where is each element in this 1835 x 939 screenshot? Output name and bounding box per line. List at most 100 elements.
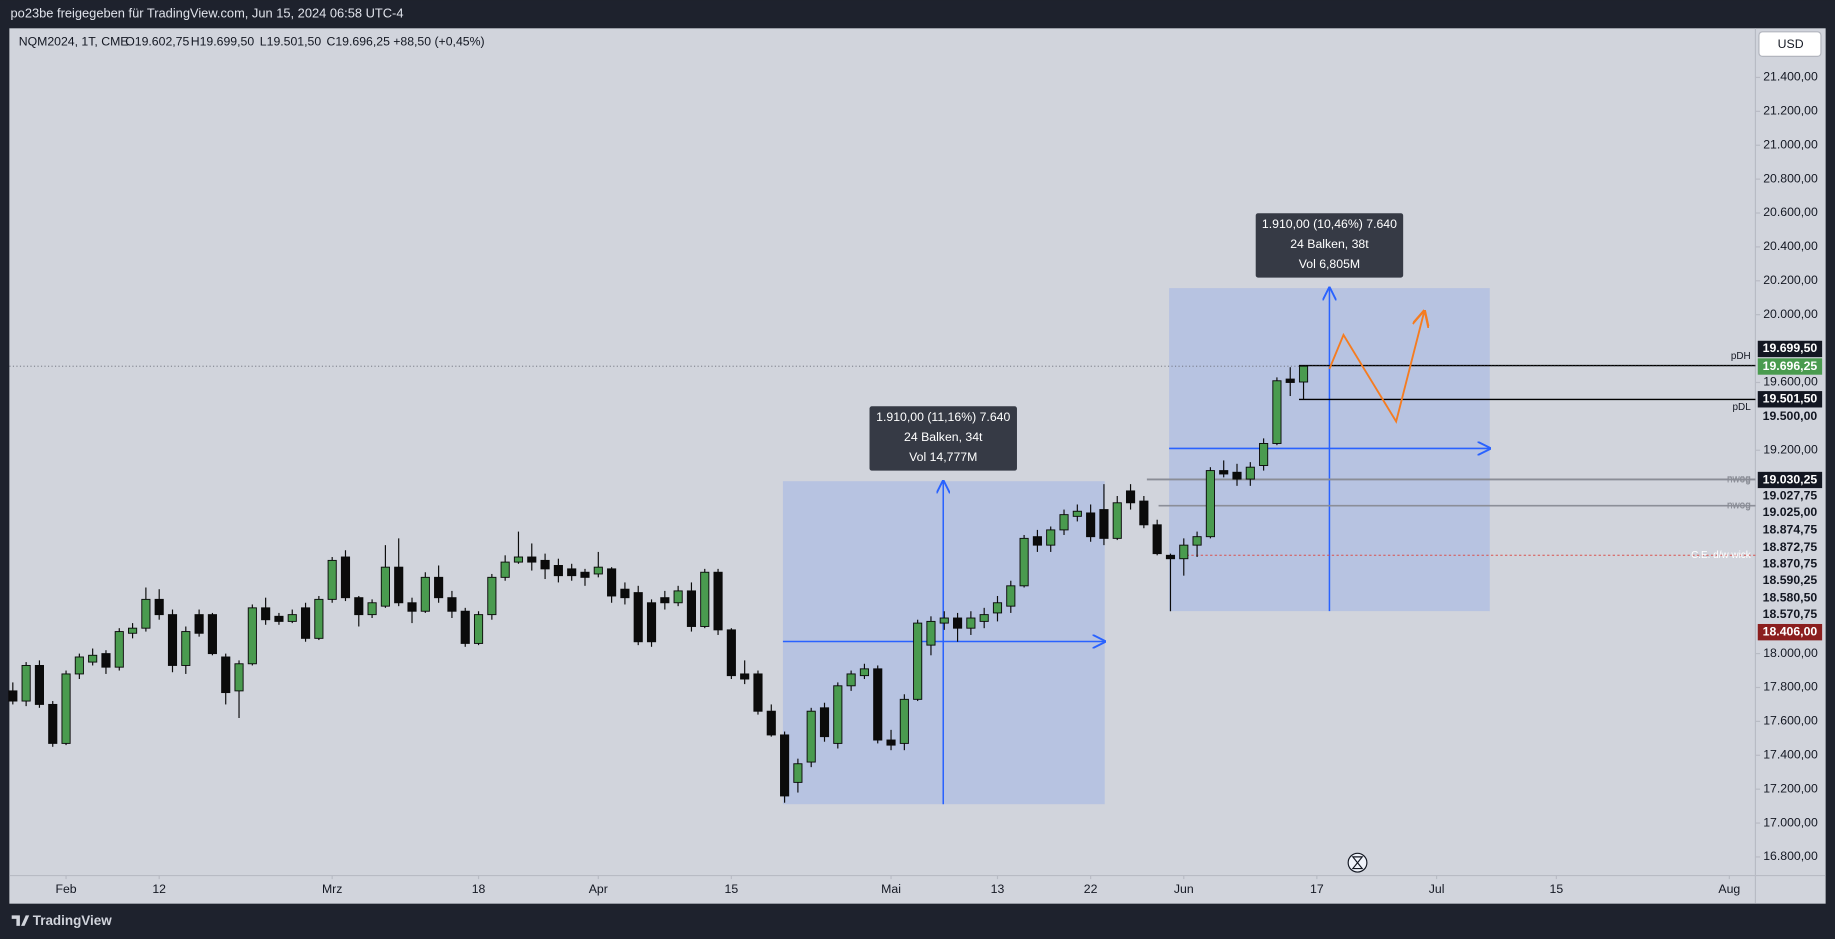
candle-body	[128, 627, 138, 634]
candle-body	[460, 610, 470, 644]
candle-body	[913, 622, 923, 700]
candle-body	[766, 710, 776, 736]
candle-body	[660, 597, 670, 604]
candle-body	[1285, 378, 1295, 383]
candle-body	[1139, 500, 1149, 526]
candle-body	[327, 559, 337, 600]
candle-body	[1219, 470, 1229, 475]
price-label: 18.580,50	[1763, 590, 1818, 604]
candle-body	[261, 607, 271, 621]
candle-body	[567, 568, 577, 577]
candle-body	[1059, 514, 1069, 531]
price-label-box	[1757, 556, 1823, 573]
measure-text: 24 Balken, 34t	[904, 430, 983, 444]
footer-brand: TradingView	[33, 913, 112, 928]
candle-body	[780, 734, 790, 797]
price-label-box	[1757, 606, 1823, 623]
candle-body	[167, 614, 178, 666]
candle-body	[620, 588, 630, 599]
candle-body	[314, 598, 324, 639]
price-label-box	[1757, 391, 1823, 408]
y-tick-label: 17.800,00	[1763, 680, 1818, 694]
price-label-box	[1757, 408, 1823, 426]
header-text: po23be freigegeben für TradingView.com, …	[11, 6, 404, 21]
x-tick-label: 13	[991, 882, 1005, 896]
candle-body	[61, 673, 71, 744]
measure-tooltip	[1255, 213, 1404, 278]
x-tick-label: 17	[1310, 882, 1324, 896]
price-label-box	[1757, 488, 1823, 505]
candle-body	[101, 653, 111, 668]
price-label: 19.699,50	[1763, 341, 1818, 355]
price-label: 18.870,75	[1763, 557, 1818, 571]
x-tick-label: Apr	[589, 882, 608, 896]
measure-tooltip	[869, 406, 1017, 471]
price-label: 19.030,25	[1763, 472, 1818, 486]
candle-body	[487, 576, 497, 616]
candle-body	[354, 597, 364, 616]
price-label-box	[1757, 623, 1823, 641]
candle-body	[966, 617, 976, 629]
candle-body	[1112, 502, 1122, 539]
x-tick-label: Mrz	[322, 882, 342, 896]
measure-text: Vol 6,805M	[1299, 257, 1360, 271]
measure-text: Vol 14,777M	[909, 450, 977, 464]
price-label: 19.500,00	[1763, 409, 1818, 423]
candle-body	[926, 620, 936, 646]
candle-body	[287, 614, 297, 622]
candle-body	[274, 615, 284, 622]
candle-body	[1086, 512, 1096, 538]
x-tick-label: Mai	[881, 882, 901, 896]
y-tick-label: 21.000,00	[1763, 137, 1818, 151]
price-label-box	[1757, 539, 1823, 557]
candle-body	[340, 556, 351, 599]
candle-body	[819, 707, 830, 738]
candle-body	[753, 673, 763, 712]
tv-logo	[11, 915, 30, 926]
candle-body	[873, 668, 883, 741]
x-tick-label: Feb	[55, 882, 76, 896]
candle-body	[181, 631, 191, 666]
level-note: nwog	[1727, 474, 1751, 485]
y-tick-label: 18.000,00	[1763, 646, 1818, 660]
candle-body	[1006, 585, 1016, 607]
currency-button[interactable]	[1758, 31, 1822, 57]
ohlc-value: L19.501,50	[260, 35, 322, 49]
candle-body	[1152, 524, 1162, 555]
candle-body	[1125, 490, 1136, 504]
price-label: 18.872,75	[1763, 540, 1818, 554]
candle-body	[1232, 471, 1242, 480]
candle-body	[394, 566, 404, 604]
candle-body	[540, 559, 550, 570]
y-tick-label: 20.600,00	[1763, 205, 1818, 219]
candle-body	[1072, 510, 1082, 517]
candle-body	[473, 614, 484, 644]
candle-body	[221, 656, 231, 694]
candle-body	[886, 739, 896, 746]
candle-body	[380, 566, 390, 607]
y-tick-label: 20.000,00	[1763, 307, 1818, 321]
candle-body	[141, 598, 151, 629]
y-tick-label: 20.200,00	[1763, 273, 1818, 287]
candle-body	[1032, 536, 1042, 546]
candle-body	[1259, 443, 1269, 466]
x-tick-label: 18	[472, 882, 486, 896]
y-tick-label: 21.400,00	[1763, 70, 1818, 84]
x-tick-label: 15	[1550, 882, 1564, 896]
price-label: 18.590,25	[1763, 573, 1818, 587]
candle-body	[1205, 470, 1215, 538]
candle-body	[553, 565, 563, 577]
candle-body	[899, 698, 909, 744]
candle-body	[593, 566, 603, 575]
y-tick-label: 17.000,00	[1763, 815, 1818, 829]
candle-body	[607, 568, 617, 597]
x-tick-label: Aug	[1718, 882, 1740, 896]
candle-body	[979, 614, 989, 622]
candle-body	[1165, 554, 1176, 560]
candle-body	[580, 571, 590, 578]
price-label: 19.696,25	[1763, 359, 1818, 373]
level-note: nwog	[1727, 500, 1751, 511]
price-label: 18.406,00	[1763, 624, 1818, 638]
